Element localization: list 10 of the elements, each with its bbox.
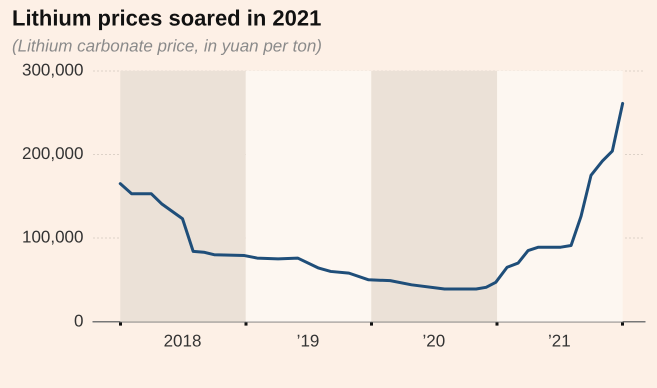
x-tick-label: ’20 [422,331,446,350]
y-tick-label: 300,000 [22,60,84,80]
y-tick-label: 100,000 [22,228,84,247]
y-tick-label: 200,000 [22,144,84,164]
x-tick-label: 2018 [164,331,202,350]
chart-subtitle: (Lithium carbonate price, in yuan per ton) [12,36,322,56]
x-tick-label: ’21 [548,331,571,350]
chart-title: Lithium prices soared in 2021 [12,5,322,30]
y-tick-label: 0 [74,311,84,330]
x-tick-label: ’19 [296,331,320,350]
